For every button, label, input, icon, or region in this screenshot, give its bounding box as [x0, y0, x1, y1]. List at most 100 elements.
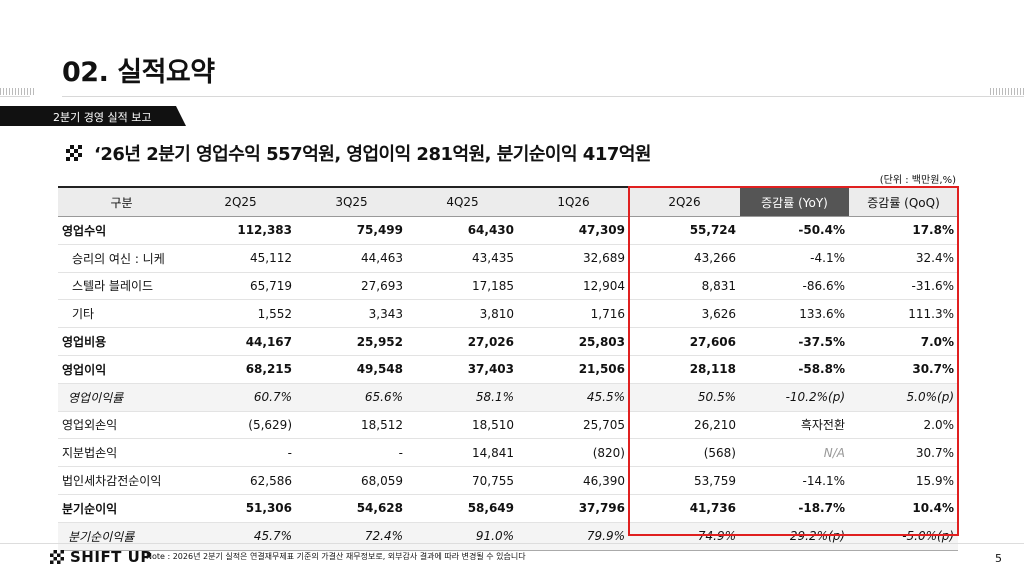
- logo-checker-icon: [50, 550, 64, 564]
- header-3q25: 3Q25: [296, 186, 407, 217]
- cell: 41,736: [629, 494, 740, 523]
- footer-divider: [0, 543, 1024, 544]
- header-yoy: 증감률 (YoY): [740, 186, 849, 217]
- table-row: 영업이익률 60.7% 65.6% 58.1% 45.5% 50.5% -10.…: [58, 383, 958, 412]
- cell: 27,693: [296, 272, 407, 301]
- section-tag: 2분기 경영 실적 보고: [0, 106, 186, 126]
- table-row: 승리의 여신 : 니케 45,112 44,463 43,435 32,689 …: [58, 244, 958, 273]
- table-row: 기타 1,552 3,343 3,810 1,716 3,626 133.6% …: [58, 299, 958, 329]
- dots-decoration-right: [990, 88, 1024, 95]
- cell: 55,724: [629, 216, 740, 245]
- row-label: 영업비용: [58, 327, 185, 356]
- cell: 37,403: [407, 355, 518, 384]
- checker-flag-icon: [66, 145, 82, 161]
- cell: 54,628: [296, 494, 407, 523]
- header-category: 구분: [58, 186, 185, 217]
- cell: 45.7%: [185, 522, 296, 551]
- cell: 17,185: [407, 272, 518, 301]
- row-label: 분기순이익: [58, 494, 185, 523]
- cell: N/A: [740, 438, 849, 468]
- section-tag-label: 2분기 경영 실적 보고: [53, 111, 152, 124]
- cell: 53,759: [629, 466, 740, 495]
- cell: 46,390: [518, 466, 629, 495]
- unit-label: (단위 : 백만원,%): [879, 175, 956, 186]
- table-header-row: 구분 2Q25 3Q25 4Q25 1Q26 2Q26 증감률 (YoY) 증감…: [58, 186, 958, 217]
- cell: (5,629): [185, 411, 296, 440]
- table-row: 스텔라 블레이드 65,719 27,693 17,185 12,904 8,8…: [58, 272, 958, 301]
- cell: 21,506: [518, 355, 629, 384]
- table-row: 분기순이익 51,306 54,628 58,649 37,796 41,736…: [58, 494, 958, 523]
- cell: 65,719: [185, 272, 296, 301]
- table-row: 영업수익 112,383 75,499 64,430 47,309 55,724…: [58, 216, 958, 245]
- cell: 7.0%: [849, 327, 958, 356]
- row-label: 영업이익: [58, 355, 185, 384]
- row-label: 기타: [58, 299, 185, 329]
- cell: 51,306: [185, 494, 296, 523]
- cell: 26,210: [629, 411, 740, 440]
- table-row: 지분법손익 - - 14,841 (820) (568) N/A 30.7%: [58, 438, 958, 468]
- table-row: 영업비용 44,167 25,952 27,026 25,803 27,606 …: [58, 327, 958, 356]
- cell: -: [185, 438, 296, 468]
- divider-right: [962, 96, 1024, 97]
- cell: 17.8%: [849, 216, 958, 245]
- cell: 75,499: [296, 216, 407, 245]
- cell: 3,626: [629, 299, 740, 329]
- cell: 18,512: [296, 411, 407, 440]
- cell: 27,026: [407, 327, 518, 356]
- cell: 30.7%: [849, 438, 958, 468]
- cell: -4.1%: [740, 244, 849, 273]
- row-label: 분기순이익률: [58, 522, 185, 551]
- cell: 25,803: [518, 327, 629, 356]
- cell: 1,716: [518, 299, 629, 329]
- cell: 58,649: [407, 494, 518, 523]
- row-label: 승리의 여신 : 니케: [58, 244, 185, 273]
- cell: -10.2%(p): [740, 383, 849, 412]
- cell: (820): [518, 438, 629, 468]
- cell: -: [296, 438, 407, 468]
- results-table: 구분 2Q25 3Q25 4Q25 1Q26 2Q26 증감률 (YoY) 증감…: [58, 186, 958, 551]
- cell: (568): [629, 438, 740, 468]
- cell: 25,952: [296, 327, 407, 356]
- header-2q26: 2Q26: [629, 186, 740, 217]
- headline-text: ‘26년 2분기 영업수익 557억원, 영업이익 281억원, 분기순이익 4…: [94, 144, 652, 165]
- cell: 44,167: [185, 327, 296, 356]
- cell: 32,689: [518, 244, 629, 273]
- table-row: 영업외손익 (5,629) 18,512 18,510 25,705 26,21…: [58, 411, 958, 440]
- cell: 28,118: [629, 355, 740, 384]
- cell: 27,606: [629, 327, 740, 356]
- cell: 2.0%: [849, 411, 958, 440]
- cell: -58.8%: [740, 355, 849, 384]
- cell: 91.0%: [407, 522, 518, 551]
- cell: 25,705: [518, 411, 629, 440]
- cell: -18.7%: [740, 494, 849, 523]
- header-2q25: 2Q25: [185, 186, 296, 217]
- cell: 1,552: [185, 299, 296, 329]
- divider-left: [0, 96, 30, 97]
- table-row: 법인세차감전순이익 62,586 68,059 70,755 46,390 53…: [58, 466, 958, 495]
- cell: 68,059: [296, 466, 407, 495]
- row-label: 영업이익률: [58, 383, 185, 412]
- row-label: 영업수익: [58, 216, 185, 245]
- cell: 32.4%: [849, 244, 958, 273]
- cell: 49,548: [296, 355, 407, 384]
- cell: 30.7%: [849, 355, 958, 384]
- cell: 8,831: [629, 272, 740, 301]
- cell: 44,463: [296, 244, 407, 273]
- page-number: 5: [995, 552, 1002, 565]
- cell: -31.6%: [849, 272, 958, 301]
- cell: 112,383: [185, 216, 296, 245]
- cell: 45.5%: [518, 383, 629, 412]
- cell: 37,796: [518, 494, 629, 523]
- cell: 3,810: [407, 299, 518, 329]
- cell: 10.4%: [849, 494, 958, 523]
- cell: 70,755: [407, 466, 518, 495]
- cell: 45,112: [185, 244, 296, 273]
- header-1q26: 1Q26: [518, 186, 629, 217]
- row-label: 법인세차감전순이익: [58, 466, 185, 495]
- row-label: 지분법손익: [58, 438, 185, 468]
- cell: 15.9%: [849, 466, 958, 495]
- cell: 68,215: [185, 355, 296, 384]
- footnote: Note : 2026년 2분기 실적은 연결재무제표 기준의 가결산 재무정보…: [146, 552, 526, 561]
- logo: SHIFT UP: [50, 548, 152, 566]
- headline: ‘26년 2분기 영업수익 557억원, 영업이익 281억원, 분기순이익 4…: [66, 140, 652, 166]
